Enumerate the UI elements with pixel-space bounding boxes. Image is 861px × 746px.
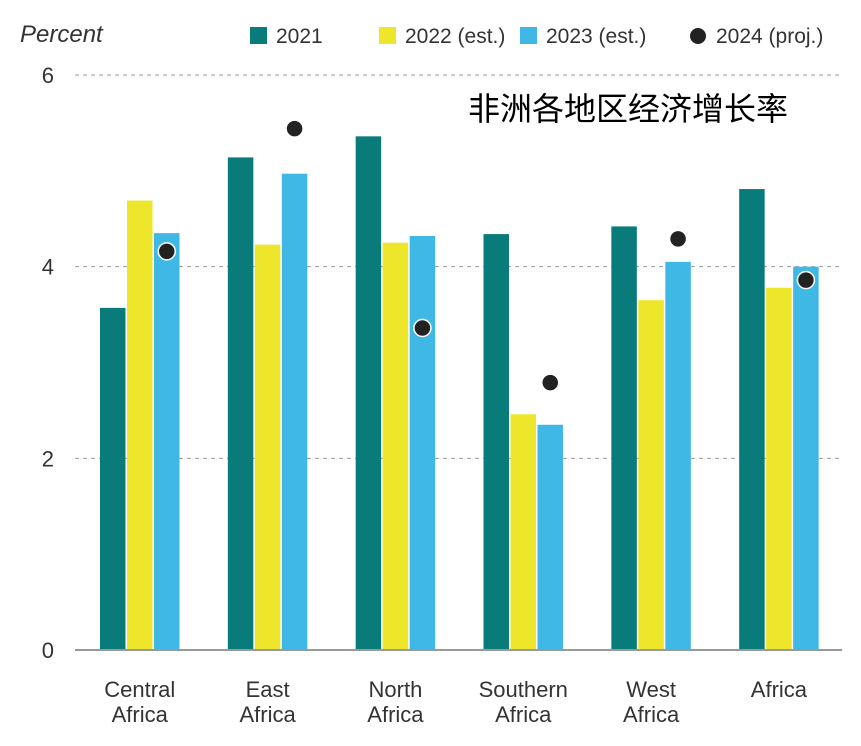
legend-layer: 2021 2022 (est.) 2023 (est.) 2024 (proj.) [250,25,823,48]
bar [382,242,409,651]
point [541,373,560,392]
bar [766,287,792,650]
legend-swatch [520,27,537,44]
bar [638,300,664,650]
bar [739,189,765,650]
bar [154,233,180,650]
bar [537,424,563,650]
bar [355,136,382,651]
y-tick-label: 0 [42,638,54,663]
bar [281,173,308,651]
point [285,119,304,138]
bar [793,266,819,650]
bar-layer [100,136,819,651]
bar [665,261,691,650]
point [668,229,688,249]
x-tick-label: Central [104,677,175,702]
x-tick-label: Africa [367,702,424,727]
y-axis-label: Percent [20,21,104,48]
legend-swatch [250,27,267,44]
point [157,242,176,261]
legend-label: 2021 [276,25,323,48]
legend-swatch [379,27,396,44]
legend-label: 2024 (proj.) [716,25,823,48]
legend-label: 2023 (est.) [546,25,646,48]
x-tick-label: West [626,677,676,702]
grid-layer [75,74,842,459]
bar [127,200,153,650]
x-tick-label: Africa [623,702,680,727]
x-tick-label: Africa [112,702,169,727]
chart-title: 非洲各地区经济增长率 [468,90,788,128]
bar [510,414,536,650]
legend-label: 2022 (est.) [405,25,505,48]
legend-marker [690,28,706,44]
bar [100,307,126,650]
point-layer [157,119,816,392]
y-tick-label: 2 [42,446,54,471]
axis-layer: 0246CentralAfricaEastAfricaNorthAfricaSo… [42,63,842,727]
bar [409,236,436,650]
bar [227,157,254,650]
bar [611,226,637,650]
x-tick-label: Africa [751,677,808,702]
bar [254,244,281,650]
y-tick-label: 6 [42,63,54,88]
x-tick-label: Africa [239,702,296,727]
y-tick-label: 4 [42,255,54,280]
point [413,318,432,338]
x-tick-label: East [246,677,290,702]
x-tick-label: Southern [479,677,568,702]
bar [483,234,509,651]
x-tick-label: North [369,677,423,702]
point [796,270,816,290]
x-tick-label: Africa [495,702,552,727]
